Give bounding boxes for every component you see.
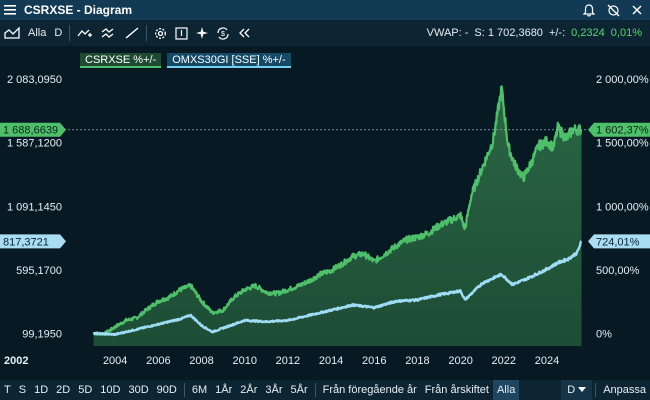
marker-omx-left-text: 817,3721 [3, 236, 49, 248]
x-tick-label: 2010 [232, 355, 256, 367]
marker-csrxse-left-shape [0, 122, 66, 137]
legend-series-csrxse[interactable]: CSRXSE %+/- [80, 53, 162, 68]
range-button[interactable]: Från föregående år [322, 384, 417, 396]
y-tick-label-right: 1 000,00% [596, 201, 649, 213]
range-button[interactable]: 2D [56, 384, 71, 396]
y-tick-label-right: 500,00% [596, 265, 640, 277]
unlink-icon[interactable] [604, 1, 622, 19]
change-label: +/-: [548, 27, 566, 39]
change-percent: 0,01% [610, 27, 642, 39]
range-bar: T S 1D 2D 5D 10D 30D 90D 6M 1År 2År 3År 5År Från före… [0, 380, 650, 400]
range-button[interactable]: 2År [240, 384, 258, 396]
chevron-down-icon [578, 387, 587, 392]
marker-csrxse-right-shape [588, 122, 650, 137]
range-button[interactable]: 10D [100, 384, 121, 396]
marker-omx-right-shape [588, 234, 650, 249]
range-button[interactable]: 5År [290, 384, 308, 396]
sparkle-icon[interactable] [192, 20, 212, 46]
x-tick-label: 2020 [448, 355, 472, 367]
x-tick-label: 2024 [535, 355, 559, 367]
x-tick-label: 2012 [276, 355, 300, 367]
last-price: S: 1 702,3680 [474, 27, 543, 39]
chart-type-icon[interactable] [0, 20, 24, 46]
marker-csrxse-right-text: 1 602,37% [596, 125, 649, 137]
collapse-toolbar-icon[interactable] [234, 20, 254, 46]
quote-summary: VWAP: - S: 1 702,3680 +/-: 0,2324 0,01% [427, 20, 642, 46]
x-tick-label: 2022 [492, 355, 516, 367]
add-indicator-icon[interactable] [73, 20, 97, 46]
range-button[interactable]: 3År [265, 384, 283, 396]
x-tick-label: 2008 [189, 355, 213, 367]
range-button[interactable]: 90D [156, 384, 177, 396]
marker-omx-right: 724,01% [588, 234, 650, 249]
range-button[interactable]: Från årskiftet [424, 384, 489, 396]
range-divider [595, 383, 597, 397]
y-tick-label-left: 2 083,0950 [7, 74, 62, 86]
currency-sync-icon[interactable]: $ [212, 20, 234, 46]
marker-omx-right-text: 724,01% [596, 236, 640, 248]
y-tick-label-right: 1 500,00% [596, 138, 649, 150]
interval-dropdown-label: D [567, 384, 576, 396]
range-button[interactable]: 6M [191, 384, 208, 396]
interval-button[interactable]: D [54, 27, 63, 39]
marker-omx-left: 817,3721 [0, 234, 66, 249]
y-tick-label-left: 1 587,1200 [7, 138, 62, 150]
marker-csrxse-left-text: 1 688,6639 [3, 125, 58, 137]
adjust-button[interactable]: Anpassa [603, 384, 646, 396]
change-value: 0,2324 [571, 27, 605, 39]
period-all-button[interactable]: Alla [28, 27, 47, 39]
template-icon[interactable] [171, 20, 192, 46]
settings-gear-icon[interactable] [150, 20, 171, 46]
y-tick-label-left: 1 091,1450 [7, 201, 62, 213]
range-button[interactable]: 30D [128, 384, 149, 396]
price-chart[interactable]: 2 083,0950 1 587,1200 1 091,1450 595,1700 99… [0, 46, 650, 380]
x-tick-label-start: 2002 [4, 355, 28, 367]
x-tick-label: 2018 [405, 355, 429, 367]
compare-icon[interactable] [97, 20, 121, 46]
range-button[interactable]: S [18, 384, 27, 396]
title-bar: CSRXSE - Diagram [0, 0, 650, 20]
chart-toolbar: Alla D $ VWAP: - S: 1 702,3680 +/-: 0,23… [0, 20, 650, 46]
bell-icon[interactable] [580, 1, 598, 19]
range-divider [314, 383, 316, 397]
series-line-csrxse [93, 85, 583, 336]
marker-omx-left-shape [0, 234, 66, 249]
series-line-omxs30gi [92, 240, 583, 337]
x-tick-label: 2004 [103, 355, 127, 367]
y-tick-label-left: 595,1700 [16, 265, 62, 277]
close-icon[interactable] [628, 1, 646, 19]
series-area-csrxse [93, 86, 582, 347]
range-divider [183, 383, 185, 397]
vwap-label: VWAP: - [426, 27, 469, 39]
range-button[interactable]: 1År [215, 384, 233, 396]
svg-text:$: $ [221, 31, 225, 38]
x-tick-label: 2014 [319, 355, 343, 367]
y-tick-label-right: 0% [596, 328, 612, 340]
hamburger-menu-icon[interactable] [0, 0, 20, 20]
legend-series-omxs30gi[interactable]: OMXS30GI [SSE] %+/- [167, 53, 291, 68]
range-button[interactable]: T [4, 384, 11, 396]
interval-dropdown[interactable]: D [561, 380, 593, 400]
marker-csrxse-right: 1 602,37% [588, 122, 650, 137]
range-button[interactable]: 5D [78, 384, 93, 396]
window-title: CSRXSE - Diagram [24, 3, 133, 17]
chart-legend: CSRXSE %+/- OMXS30GI [SSE] %+/- [80, 53, 291, 68]
marker-csrxse-left: 1 688,6639 [0, 122, 66, 137]
x-tick-label: 2016 [362, 355, 386, 367]
toolbar-divider [146, 25, 148, 41]
y-tick-label-left: 99,1950 [22, 328, 62, 340]
x-tick-label: 2006 [146, 355, 170, 367]
range-button[interactable]: 1D [34, 384, 49, 396]
y-tick-label-right: 2 000,00% [596, 74, 649, 86]
draw-line-icon[interactable] [121, 20, 143, 46]
toolbar-divider [69, 25, 71, 41]
range-button[interactable]: Alla [492, 380, 520, 400]
